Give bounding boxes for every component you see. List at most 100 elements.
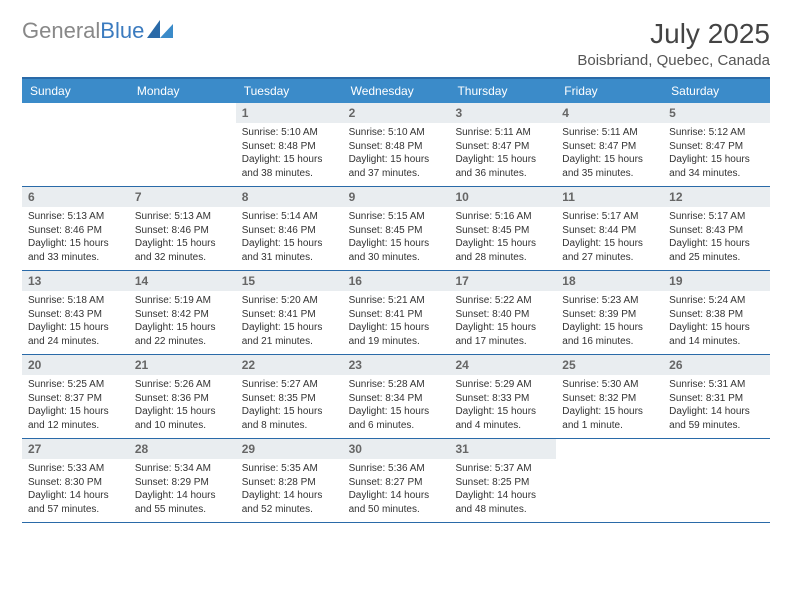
sunset: Sunset: 8:47 PM	[455, 140, 550, 154]
daylight: Daylight: 14 hours and 59 minutes.	[669, 405, 764, 432]
sunset: Sunset: 8:25 PM	[455, 476, 550, 490]
day-cell: 14Sunrise: 5:19 AMSunset: 8:42 PMDayligh…	[129, 271, 236, 354]
day-info: Sunrise: 5:13 AMSunset: 8:46 PMDaylight:…	[135, 210, 230, 264]
daylight: Daylight: 15 hours and 8 minutes.	[242, 405, 337, 432]
day-number: 15	[236, 271, 343, 291]
daylight: Daylight: 15 hours and 21 minutes.	[242, 321, 337, 348]
day-header: Wednesday	[343, 79, 450, 103]
sunset: Sunset: 8:43 PM	[669, 224, 764, 238]
sunrise: Sunrise: 5:33 AM	[28, 462, 123, 476]
day-info: Sunrise: 5:10 AMSunset: 8:48 PMDaylight:…	[242, 126, 337, 180]
day-info: Sunrise: 5:28 AMSunset: 8:34 PMDaylight:…	[349, 378, 444, 432]
day-number: 6	[22, 187, 129, 207]
daylight: Daylight: 15 hours and 31 minutes.	[242, 237, 337, 264]
sunset: Sunset: 8:35 PM	[242, 392, 337, 406]
sunset: Sunset: 8:33 PM	[455, 392, 550, 406]
day-cell: 13Sunrise: 5:18 AMSunset: 8:43 PMDayligh…	[22, 271, 129, 354]
day-cell: 2Sunrise: 5:10 AMSunset: 8:48 PMDaylight…	[343, 103, 450, 186]
sunrise: Sunrise: 5:10 AM	[242, 126, 337, 140]
day-info: Sunrise: 5:21 AMSunset: 8:41 PMDaylight:…	[349, 294, 444, 348]
sunset: Sunset: 8:30 PM	[28, 476, 123, 490]
daylight: Daylight: 14 hours and 48 minutes.	[455, 489, 550, 516]
day-info: Sunrise: 5:12 AMSunset: 8:47 PMDaylight:…	[669, 126, 764, 180]
daylight: Daylight: 15 hours and 4 minutes.	[455, 405, 550, 432]
day-cell: 16Sunrise: 5:21 AMSunset: 8:41 PMDayligh…	[343, 271, 450, 354]
sunset: Sunset: 8:47 PM	[562, 140, 657, 154]
daylight: Daylight: 15 hours and 35 minutes.	[562, 153, 657, 180]
sunrise: Sunrise: 5:10 AM	[349, 126, 444, 140]
day-cell	[556, 439, 663, 522]
day-cell: 24Sunrise: 5:29 AMSunset: 8:33 PMDayligh…	[449, 355, 556, 438]
sunset: Sunset: 8:45 PM	[349, 224, 444, 238]
sunrise: Sunrise: 5:24 AM	[669, 294, 764, 308]
day-cell: 11Sunrise: 5:17 AMSunset: 8:44 PMDayligh…	[556, 187, 663, 270]
day-cell	[22, 103, 129, 186]
logo-text-1: General	[22, 18, 100, 44]
sunset: Sunset: 8:42 PM	[135, 308, 230, 322]
day-info: Sunrise: 5:26 AMSunset: 8:36 PMDaylight:…	[135, 378, 230, 432]
daylight: Daylight: 15 hours and 16 minutes.	[562, 321, 657, 348]
day-info: Sunrise: 5:33 AMSunset: 8:30 PMDaylight:…	[28, 462, 123, 516]
day-info: Sunrise: 5:30 AMSunset: 8:32 PMDaylight:…	[562, 378, 657, 432]
day-number: 13	[22, 271, 129, 291]
sunrise: Sunrise: 5:15 AM	[349, 210, 444, 224]
day-info: Sunrise: 5:17 AMSunset: 8:43 PMDaylight:…	[669, 210, 764, 264]
day-number: 1	[236, 103, 343, 123]
day-number: 11	[556, 187, 663, 207]
day-number: 2	[343, 103, 450, 123]
sunset: Sunset: 8:27 PM	[349, 476, 444, 490]
day-number: 28	[129, 439, 236, 459]
sunrise: Sunrise: 5:18 AM	[28, 294, 123, 308]
day-info: Sunrise: 5:11 AMSunset: 8:47 PMDaylight:…	[455, 126, 550, 180]
day-number: 19	[663, 271, 770, 291]
day-cell: 30Sunrise: 5:36 AMSunset: 8:27 PMDayligh…	[343, 439, 450, 522]
day-cell: 4Sunrise: 5:11 AMSunset: 8:47 PMDaylight…	[556, 103, 663, 186]
sunrise: Sunrise: 5:16 AM	[455, 210, 550, 224]
sunset: Sunset: 8:31 PM	[669, 392, 764, 406]
day-number: 9	[343, 187, 450, 207]
daylight: Daylight: 15 hours and 27 minutes.	[562, 237, 657, 264]
sunset: Sunset: 8:37 PM	[28, 392, 123, 406]
daylight: Daylight: 15 hours and 37 minutes.	[349, 153, 444, 180]
sunset: Sunset: 8:38 PM	[669, 308, 764, 322]
day-cell: 25Sunrise: 5:30 AMSunset: 8:32 PMDayligh…	[556, 355, 663, 438]
day-cell: 1 Sunrise: 5:10 AMSunset: 8:48 PMDaylight…	[236, 103, 343, 186]
day-number: 8	[236, 187, 343, 207]
daylight: Daylight: 15 hours and 19 minutes.	[349, 321, 444, 348]
logo-icon	[147, 18, 173, 44]
day-info: Sunrise: 5:37 AMSunset: 8:25 PMDaylight:…	[455, 462, 550, 516]
week-row: 1 Sunrise: 5:10 AMSunset: 8:48 PMDaylight…	[22, 103, 770, 187]
day-info: Sunrise: 5:14 AMSunset: 8:46 PMDaylight:…	[242, 210, 337, 264]
sunrise: Sunrise: 5:22 AM	[455, 294, 550, 308]
daylight: Daylight: 15 hours and 34 minutes.	[669, 153, 764, 180]
sunrise: Sunrise: 5:31 AM	[669, 378, 764, 392]
sunset: Sunset: 8:34 PM	[349, 392, 444, 406]
sunrise: Sunrise: 5:13 AM	[28, 210, 123, 224]
day-info: Sunrise: 5:25 AMSunset: 8:37 PMDaylight:…	[28, 378, 123, 432]
daylight: Daylight: 15 hours and 30 minutes.	[349, 237, 444, 264]
sunrise: Sunrise: 5:11 AM	[562, 126, 657, 140]
day-cell: 12Sunrise: 5:17 AMSunset: 8:43 PMDayligh…	[663, 187, 770, 270]
day-number: 17	[449, 271, 556, 291]
location: Boisbriand, Quebec, Canada	[577, 52, 770, 69]
sunset: Sunset: 8:28 PM	[242, 476, 337, 490]
day-number: 27	[22, 439, 129, 459]
day-number: 23	[343, 355, 450, 375]
daylight: Daylight: 15 hours and 24 minutes.	[28, 321, 123, 348]
day-cell: 10Sunrise: 5:16 AMSunset: 8:45 PMDayligh…	[449, 187, 556, 270]
day-cell: 15Sunrise: 5:20 AMSunset: 8:41 PMDayligh…	[236, 271, 343, 354]
week-row: 27Sunrise: 5:33 AMSunset: 8:30 PMDayligh…	[22, 439, 770, 523]
day-number: 10	[449, 187, 556, 207]
daylight: Daylight: 15 hours and 12 minutes.	[28, 405, 123, 432]
day-cell: 3Sunrise: 5:11 AMSunset: 8:47 PMDaylight…	[449, 103, 556, 186]
day-number: 31	[449, 439, 556, 459]
sunrise: Sunrise: 5:17 AM	[669, 210, 764, 224]
day-info: Sunrise: 5:27 AMSunset: 8:35 PMDaylight:…	[242, 378, 337, 432]
day-number: 21	[129, 355, 236, 375]
day-info: Sunrise: 5:29 AMSunset: 8:33 PMDaylight:…	[455, 378, 550, 432]
day-header: Friday	[556, 79, 663, 103]
day-cell: 17Sunrise: 5:22 AMSunset: 8:40 PMDayligh…	[449, 271, 556, 354]
sunset: Sunset: 8:40 PM	[455, 308, 550, 322]
sunrise: Sunrise: 5:35 AM	[242, 462, 337, 476]
day-cell: 23 Sunrise: 5:28 AMSunset: 8:34 PMDayligh…	[343, 355, 450, 438]
